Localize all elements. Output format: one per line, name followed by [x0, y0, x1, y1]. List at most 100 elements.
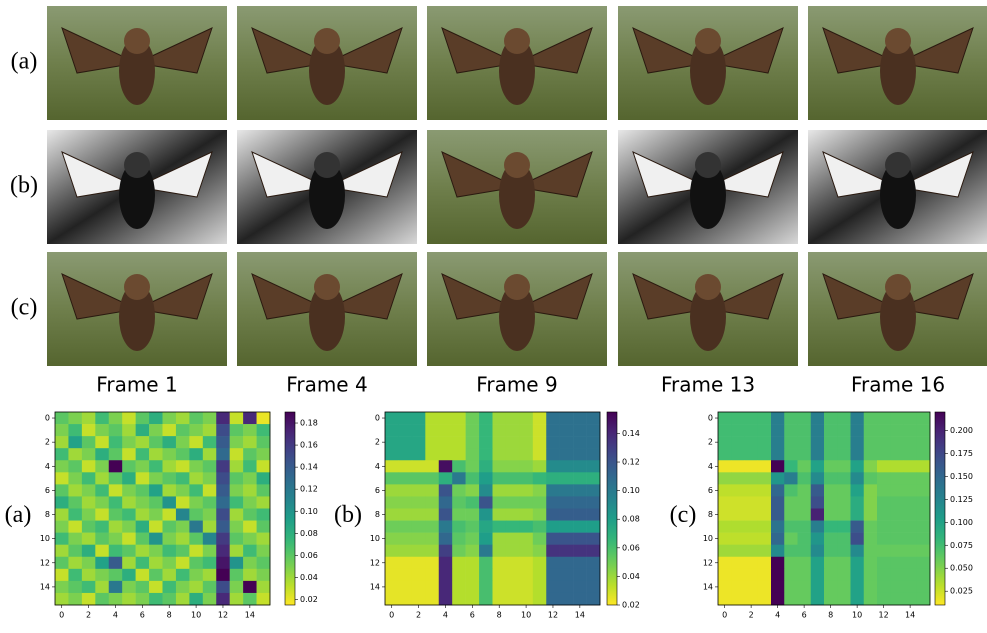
heatmap-cell: [243, 545, 257, 557]
heatmap-cell: [466, 412, 480, 424]
heatmap-cell: [136, 509, 150, 521]
heatmap-cell: [230, 424, 244, 436]
heatmap-cell: [917, 472, 931, 484]
heatmap-cell: [837, 460, 851, 472]
heatmap-cell: [890, 545, 904, 557]
heatmap-cell: [798, 484, 812, 496]
heatmap-cell: [189, 521, 203, 533]
heatmap-cell: [731, 424, 745, 436]
heatmap-cell: [758, 424, 772, 436]
heatmap-cell: [68, 593, 82, 605]
heatmap-cell: [452, 496, 466, 508]
heatmap-cell: [533, 545, 547, 557]
heatmap-cell: [560, 448, 574, 460]
heatmap-cell: [771, 593, 785, 605]
x-tick-label: 2: [416, 611, 421, 620]
heatmap-cell: [82, 460, 96, 472]
heatmap-cell: [546, 460, 560, 472]
figure: (a)(b)(c)Frame 1Frame 4Frame 9Frame 13Fr…: [0, 0, 987, 633]
heatmap-cell: [109, 496, 123, 508]
heatmap-cell: [837, 521, 851, 533]
heatmap-cell: [731, 545, 745, 557]
heatmap-cell: [136, 448, 150, 460]
heatmap-cell: [163, 569, 177, 581]
heatmap-cell: [122, 424, 136, 436]
heatmap-cell: [784, 557, 798, 569]
heatmap-cell: [95, 472, 109, 484]
y-tick-label: 14: [40, 582, 50, 591]
heatmap-cell: [163, 581, 177, 593]
heatmap-cell: [257, 509, 271, 521]
heatmap-cell: [890, 484, 904, 496]
frame-label: Frame 4: [286, 373, 367, 397]
heatmap-cell: [122, 436, 136, 448]
heatmap-cell: [824, 545, 838, 557]
heatmap-cell: [243, 436, 257, 448]
heatmap-cell: [533, 533, 547, 545]
heatmap-cell: [864, 569, 878, 581]
heatmap-cell: [890, 509, 904, 521]
heatmap-cell: [917, 436, 931, 448]
heatmap-cell: [837, 496, 851, 508]
heatmap-cell: [452, 448, 466, 460]
heatmap-cell: [877, 436, 891, 448]
heatmap-cell: [55, 412, 69, 424]
heatmap-cell: [573, 496, 587, 508]
heatmap-cell: [257, 424, 271, 436]
heatmap-cell: [425, 557, 439, 569]
y-tick-label: 8: [708, 510, 713, 519]
heatmap-cell: [877, 581, 891, 593]
heatmap-cell: [731, 472, 745, 484]
heatmap-cell: [176, 472, 190, 484]
heatmap-cell: [230, 496, 244, 508]
heatmap-cell: [506, 521, 520, 533]
heatmap-cell: [890, 581, 904, 593]
heatmap-cell: [533, 472, 547, 484]
heatmap-cell: [731, 533, 745, 545]
heatmap-cell: [851, 436, 865, 448]
heatmap-cell: [718, 557, 732, 569]
heatmap-cell: [412, 460, 426, 472]
heatmap-cell: [176, 484, 190, 496]
heatmap-cell: [851, 545, 865, 557]
heatmap-cell: [136, 545, 150, 557]
heatmap-cell: [771, 448, 785, 460]
heatmap-cell: [55, 448, 69, 460]
heatmap-cell: [176, 496, 190, 508]
heatmap-cell: [718, 569, 732, 581]
heatmap-cell: [519, 521, 533, 533]
heatmap-cell: [493, 545, 507, 557]
heatmap-cell: [55, 484, 69, 496]
x-tick-label: 12: [218, 611, 228, 620]
heatmap-cell: [811, 472, 825, 484]
heatmap-cell: [257, 545, 271, 557]
heatmap-cell: [573, 557, 587, 569]
heatmap-cell: [904, 496, 918, 508]
heatmap-cell: [176, 557, 190, 569]
heatmap-cell: [243, 460, 257, 472]
heatmap-cell: [864, 496, 878, 508]
heatmap-cell: [917, 496, 931, 508]
heatmap-cell: [243, 509, 257, 521]
heatmap-cell: [479, 496, 493, 508]
heatmap-cell: [203, 557, 217, 569]
heatmap-cell: [230, 593, 244, 605]
heatmap-cell: [189, 581, 203, 593]
heatmap-cell: [68, 581, 82, 593]
heatmap-cell: [176, 412, 190, 424]
heatmap-cell: [904, 460, 918, 472]
heatmap-cell: [189, 545, 203, 557]
heatmap-cell: [452, 593, 466, 605]
heatmap-cell: [573, 521, 587, 533]
heatmap-cell: [771, 569, 785, 581]
heatmap-cell: [425, 484, 439, 496]
heatmap-cell: [216, 460, 230, 472]
heatmap-cell: [890, 448, 904, 460]
heatmap-cell: [798, 472, 812, 484]
heatmap-cell: [479, 509, 493, 521]
colorbar-tick-label: 0.025: [950, 587, 973, 596]
colorbar-tick-label: 0.04: [300, 573, 318, 582]
heatmap-cell: [519, 424, 533, 436]
heatmap-cell: [412, 484, 426, 496]
frame-label: Frame 16: [851, 373, 945, 397]
